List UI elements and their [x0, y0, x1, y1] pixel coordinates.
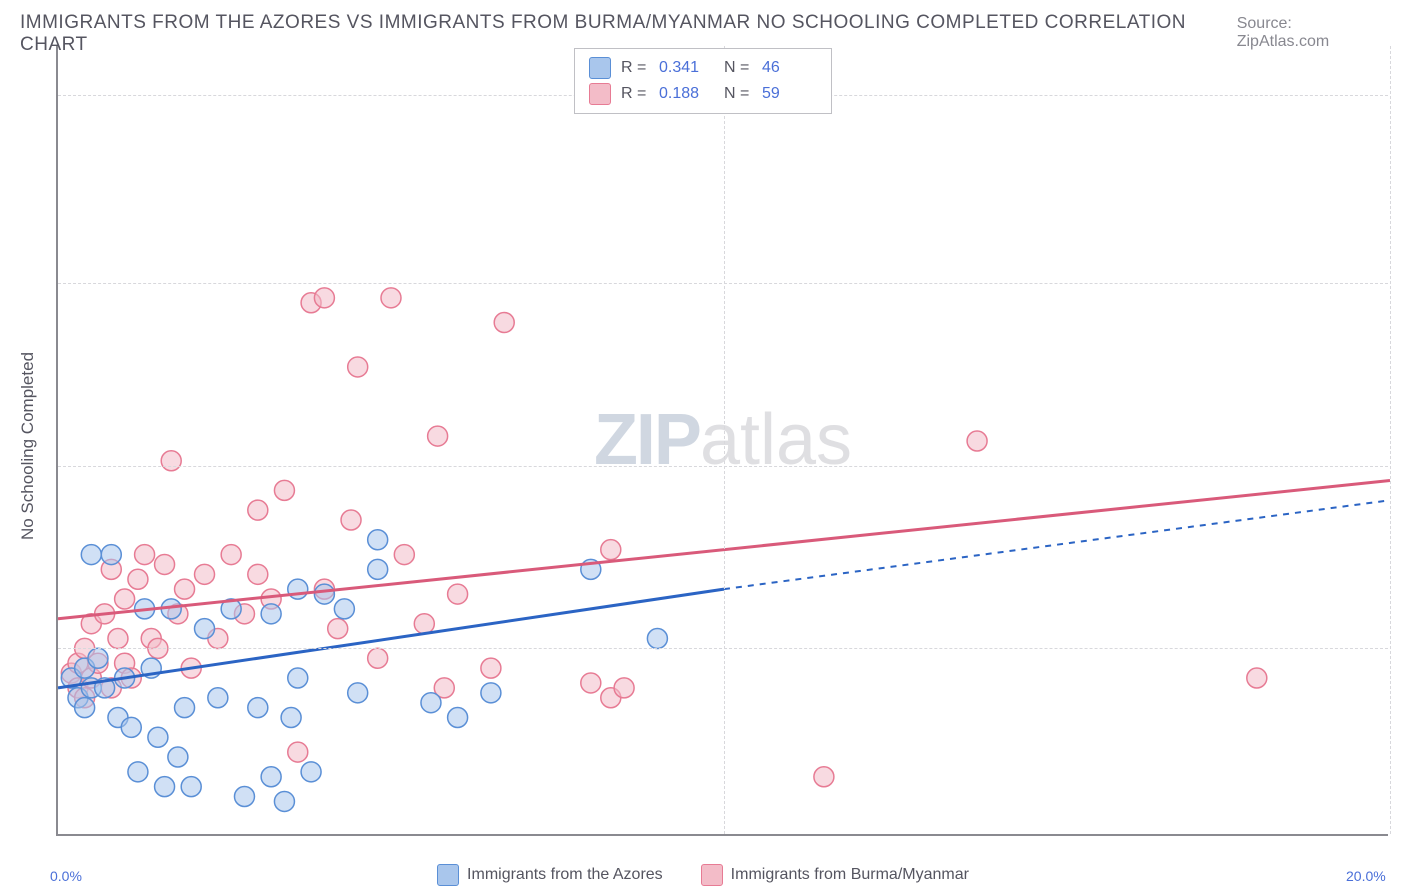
data-point — [195, 619, 215, 639]
y-axis-title: No Schooling Completed — [18, 352, 38, 540]
data-point — [274, 791, 294, 811]
gridline-v — [724, 46, 725, 834]
data-point — [288, 742, 308, 762]
data-point — [348, 357, 368, 377]
data-point — [221, 545, 241, 565]
data-point — [348, 683, 368, 703]
data-point — [301, 762, 321, 782]
legend-label-azores: Immigrants from the Azores — [467, 866, 663, 884]
data-point — [494, 313, 514, 333]
data-point — [414, 614, 434, 634]
data-point — [261, 604, 281, 624]
data-point — [248, 564, 268, 584]
swatch-azores — [589, 57, 611, 79]
data-point — [448, 708, 468, 728]
data-point — [248, 500, 268, 520]
data-point — [81, 545, 101, 565]
data-point — [108, 629, 128, 649]
data-point — [128, 569, 148, 589]
data-point — [967, 431, 987, 451]
data-point — [75, 698, 95, 718]
data-point — [115, 589, 135, 609]
data-point — [314, 288, 334, 308]
data-point — [614, 678, 634, 698]
data-point — [481, 658, 501, 678]
data-point — [274, 480, 294, 500]
gridline-h — [58, 466, 1388, 467]
data-point — [135, 545, 155, 565]
data-point — [381, 288, 401, 308]
legend-item-azores: Immigrants from the Azores — [437, 864, 663, 886]
x-tick-label-min: 0.0% — [50, 868, 82, 884]
gridline-h — [58, 648, 1388, 649]
data-point — [328, 619, 348, 639]
correlation-legend: R = 0.341 N = 46 R = 0.188 N = 59 — [574, 48, 832, 114]
data-point — [394, 545, 414, 565]
x-tick-label-max: 20.0% — [1346, 868, 1386, 884]
data-point — [88, 648, 108, 668]
data-point — [148, 727, 168, 747]
data-point — [175, 698, 195, 718]
data-point — [181, 777, 201, 797]
data-point — [421, 693, 441, 713]
data-point — [101, 545, 121, 565]
legend-swatch-azores — [437, 864, 459, 886]
data-point — [334, 599, 354, 619]
correlation-legend-row-burma: R = 0.188 N = 59 — [589, 81, 817, 107]
n-label: N = — [724, 85, 752, 103]
r-value-burma: 0.188 — [659, 85, 714, 103]
plot-svg — [58, 46, 1388, 834]
data-point — [448, 584, 468, 604]
r-label: R = — [621, 59, 649, 77]
data-point — [288, 668, 308, 688]
data-point — [168, 747, 188, 767]
data-point — [368, 530, 388, 550]
correlation-legend-row-azores: R = 0.341 N = 46 — [589, 55, 817, 81]
data-point — [155, 554, 175, 574]
swatch-burma — [589, 83, 611, 105]
n-value-azores: 46 — [762, 59, 817, 77]
series-legend: Immigrants from the Azores Immigrants fr… — [0, 864, 1406, 886]
data-point — [281, 708, 301, 728]
r-label: R = — [621, 85, 649, 103]
legend-swatch-burma — [701, 864, 723, 886]
data-point — [208, 688, 228, 708]
data-point — [368, 648, 388, 668]
data-point — [195, 564, 215, 584]
data-point — [428, 426, 448, 446]
data-point — [601, 540, 621, 560]
n-label: N = — [724, 59, 752, 77]
data-point — [234, 787, 254, 807]
data-point — [368, 559, 388, 579]
data-point — [261, 767, 281, 787]
data-point — [128, 762, 148, 782]
legend-item-burma: Immigrants from Burma/Myanmar — [701, 864, 969, 886]
data-point — [341, 510, 361, 530]
data-point — [288, 579, 308, 599]
data-point — [161, 451, 181, 471]
data-point — [481, 683, 501, 703]
n-value-burma: 59 — [762, 85, 817, 103]
data-point — [1247, 668, 1267, 688]
data-point — [314, 584, 334, 604]
data-point — [121, 717, 141, 737]
data-point — [248, 698, 268, 718]
r-value-azores: 0.341 — [659, 59, 714, 77]
data-point — [814, 767, 834, 787]
data-point — [155, 777, 175, 797]
legend-label-burma: Immigrants from Burma/Myanmar — [731, 866, 969, 884]
gridline-v — [1390, 46, 1391, 834]
plot-area: ZIPatlas 3.8%7.5%11.2%15.0% — [56, 46, 1388, 836]
data-point — [175, 579, 195, 599]
data-point — [647, 629, 667, 649]
data-point — [581, 673, 601, 693]
gridline-h — [58, 283, 1388, 284]
